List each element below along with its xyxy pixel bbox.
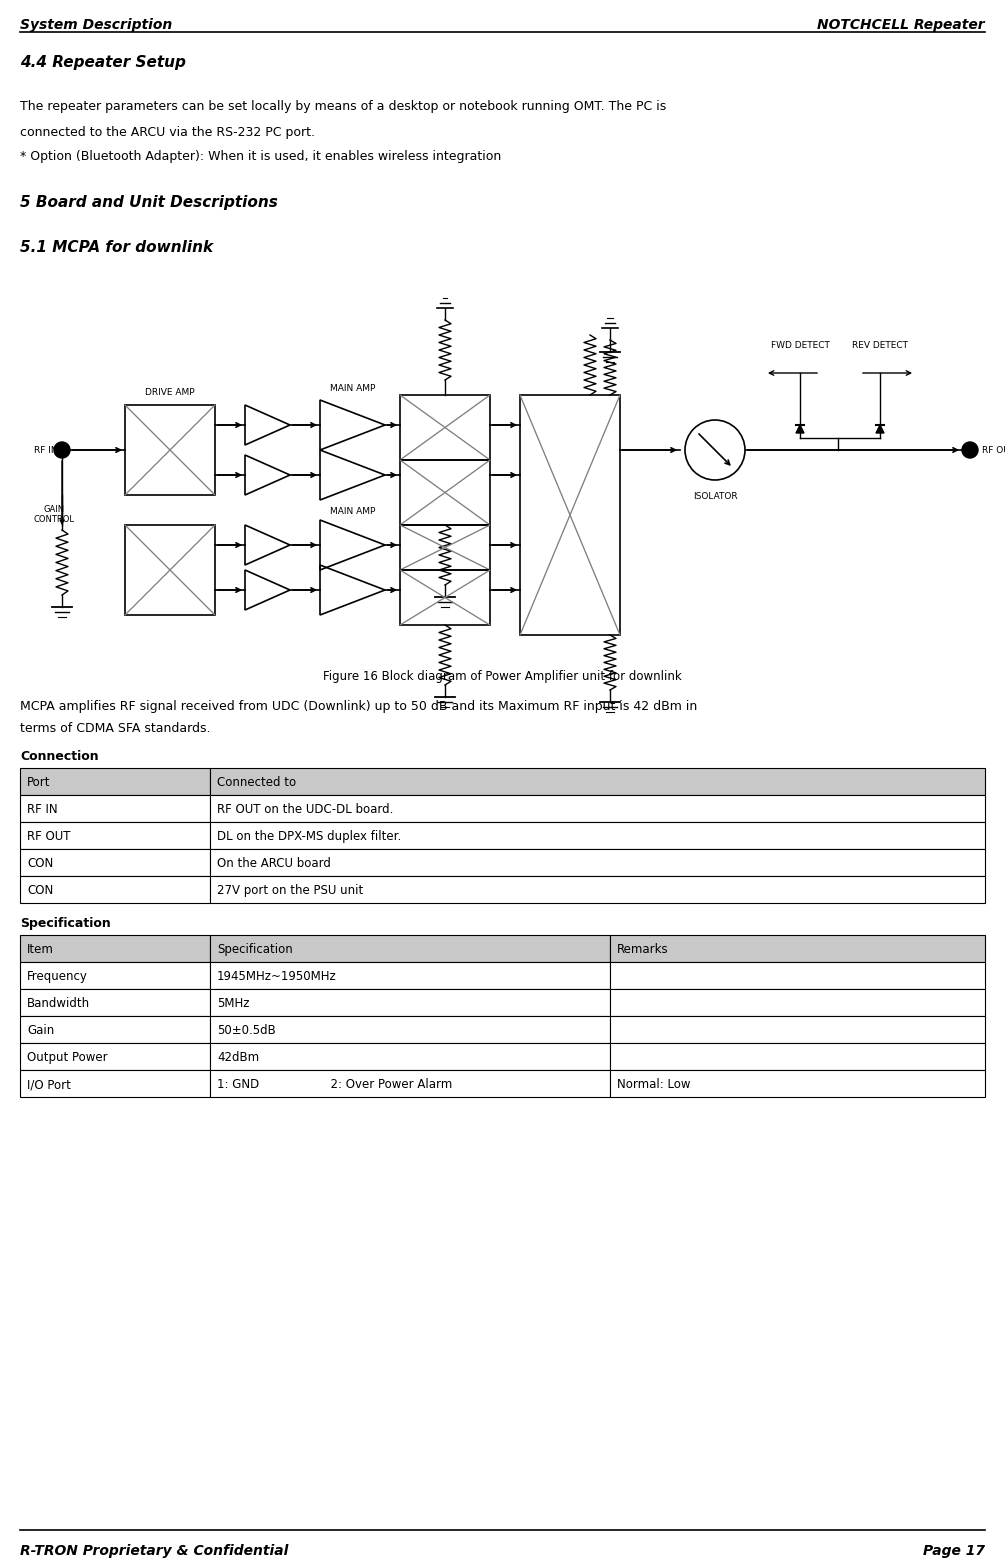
Bar <box>20 1043 210 1069</box>
Text: 1945MHz~1950MHz: 1945MHz~1950MHz <box>217 969 337 983</box>
Bar <box>20 935 210 962</box>
Bar <box>20 795 210 823</box>
Text: Remarks: Remarks <box>617 943 668 955</box>
Bar <box>610 1069 985 1097</box>
Text: Connected to: Connected to <box>217 776 296 788</box>
Text: MAIN AMP: MAIN AMP <box>330 507 375 517</box>
Text: 27V port on the PSU unit: 27V port on the PSU unit <box>217 884 363 898</box>
Text: 50±0.5dB: 50±0.5dB <box>217 1024 275 1037</box>
Text: 1: GND                   2: Over Power Alarm: 1: GND 2: Over Power Alarm <box>217 1079 452 1091</box>
Text: On the ARCU board: On the ARCU board <box>217 857 331 869</box>
Polygon shape <box>796 425 804 432</box>
Text: ISOLATOR: ISOLATOR <box>692 492 738 501</box>
Circle shape <box>54 442 70 457</box>
Text: Normal: Low: Normal: Low <box>617 1079 690 1091</box>
Bar <box>610 990 985 1016</box>
Text: Frequency: Frequency <box>27 969 87 983</box>
Circle shape <box>962 442 978 457</box>
Bar <box>20 962 210 990</box>
Text: RF OUT on the UDC-DL board.: RF OUT on the UDC-DL board. <box>217 802 393 816</box>
Bar <box>210 1043 610 1069</box>
Bar <box>210 962 610 990</box>
Bar <box>610 935 985 962</box>
Bar <box>20 1069 210 1097</box>
Bar <box>210 795 985 823</box>
Text: RF OUT: RF OUT <box>982 445 1005 454</box>
Polygon shape <box>876 425 884 432</box>
Bar <box>210 849 985 876</box>
Text: RF OUT: RF OUT <box>27 830 70 843</box>
Text: MAIN AMP: MAIN AMP <box>330 384 375 393</box>
Text: RF IN: RF IN <box>27 802 57 816</box>
Bar <box>20 990 210 1016</box>
Bar <box>210 990 610 1016</box>
Bar <box>20 1016 210 1043</box>
Text: Specification: Specification <box>20 916 111 930</box>
Text: Output Power: Output Power <box>27 1051 108 1065</box>
Bar <box>610 962 985 990</box>
Text: MCPA amplifies RF signal received from UDC (Downlink) up to 50 dB and its Maximu: MCPA amplifies RF signal received from U… <box>20 699 697 713</box>
Text: CON: CON <box>27 857 53 869</box>
Bar <box>210 823 985 849</box>
Text: I/O Port: I/O Port <box>27 1079 71 1091</box>
Text: FWD DETECT: FWD DETECT <box>771 340 829 350</box>
Text: 42dBm: 42dBm <box>217 1051 259 1065</box>
Text: Connection: Connection <box>20 749 98 763</box>
Text: DL on the DPX-MS duplex filter.: DL on the DPX-MS duplex filter. <box>217 830 401 843</box>
Text: connected to the ARCU via the RS-232 PC port.: connected to the ARCU via the RS-232 PC … <box>20 126 315 139</box>
Text: * Option (Bluetooth Adapter): When it is used, it enables wireless integration: * Option (Bluetooth Adapter): When it is… <box>20 150 501 162</box>
Text: CON: CON <box>27 884 53 898</box>
Text: RF IN: RF IN <box>34 445 57 454</box>
Text: Specification: Specification <box>217 943 292 955</box>
Text: DRIVE AMP: DRIVE AMP <box>145 389 195 396</box>
Text: Item: Item <box>27 943 54 955</box>
Text: GAIN
CONTROL: GAIN CONTROL <box>34 506 75 524</box>
Text: 4.4 Repeater Setup: 4.4 Repeater Setup <box>20 55 186 70</box>
Text: Figure 16 Block diagram of Power Amplifier unit for downlink: Figure 16 Block diagram of Power Amplifi… <box>324 670 681 684</box>
Bar <box>610 1016 985 1043</box>
Text: Page 17: Page 17 <box>923 1544 985 1558</box>
Text: Port: Port <box>27 776 50 788</box>
Bar <box>210 1016 610 1043</box>
Bar <box>210 1069 610 1097</box>
Text: NOTCHCELL Repeater: NOTCHCELL Repeater <box>817 19 985 31</box>
Bar <box>20 849 210 876</box>
Text: Bandwidth: Bandwidth <box>27 997 90 1010</box>
Bar <box>210 768 985 795</box>
Text: 5 Board and Unit Descriptions: 5 Board and Unit Descriptions <box>20 195 277 211</box>
Text: Gain: Gain <box>27 1024 54 1037</box>
Bar <box>210 876 985 902</box>
Text: REV DETECT: REV DETECT <box>852 340 908 350</box>
Text: 5.1 MCPA for downlink: 5.1 MCPA for downlink <box>20 240 213 254</box>
Bar <box>20 876 210 902</box>
Bar <box>20 768 210 795</box>
Text: 5MHz: 5MHz <box>217 997 249 1010</box>
Bar <box>210 935 610 962</box>
Circle shape <box>685 420 745 479</box>
Text: terms of CDMA SFA standards.: terms of CDMA SFA standards. <box>20 723 210 735</box>
Text: System Description: System Description <box>20 19 172 31</box>
Bar <box>610 1043 985 1069</box>
Bar <box>20 823 210 849</box>
Text: The repeater parameters can be set locally by means of a desktop or notebook run: The repeater parameters can be set local… <box>20 100 666 112</box>
Text: R-TRON Proprietary & Confidential: R-TRON Proprietary & Confidential <box>20 1544 288 1558</box>
